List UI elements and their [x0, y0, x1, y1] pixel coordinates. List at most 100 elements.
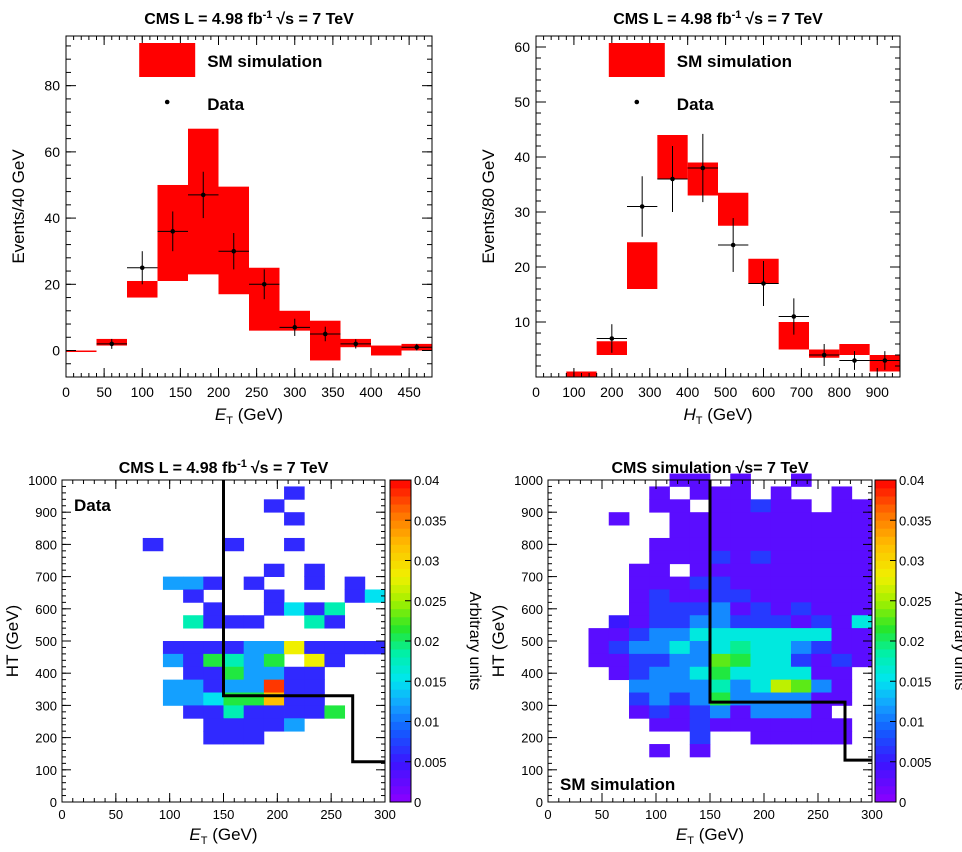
chart-title-superscript: -1: [237, 458, 247, 470]
heatmap-cell: [831, 615, 853, 629]
colorbar-segment: [390, 769, 411, 779]
heatmap-cell: [669, 576, 691, 590]
heatmap-cell: [183, 615, 204, 629]
x-tick-label: 150: [169, 384, 193, 400]
data-point: [340, 339, 371, 349]
heatmap-cell: [710, 550, 731, 565]
data-point: [778, 298, 809, 335]
heatmap-cell: [730, 486, 751, 500]
heatmap-cell: [750, 679, 772, 693]
heatmap-cell: [223, 653, 245, 668]
heatmap-cell: [203, 602, 224, 616]
colorbar-segment: [875, 777, 896, 787]
plot-area: [566, 133, 900, 377]
heatmap-cell: [750, 615, 772, 629]
heatmap-cell: [730, 537, 751, 552]
heatmap-cell: [304, 705, 325, 719]
y-tick-label: 100: [35, 763, 57, 778]
data-point: [687, 133, 718, 203]
colorbar-segment: [875, 769, 896, 779]
heatmap-cell: [284, 602, 305, 616]
x-axis-label-part: T: [687, 835, 694, 847]
heatmap-cell: [223, 731, 245, 745]
heatmap-cell: [669, 628, 691, 642]
heatmap-cell: [750, 499, 772, 513]
heatmap-cell: [203, 641, 224, 655]
heatmap-cell: [811, 641, 832, 655]
data-point: [218, 232, 249, 270]
heatmap-cell: [811, 563, 832, 577]
colorbar-segment: [875, 657, 896, 666]
colorbar-segment: [390, 673, 411, 682]
data-point: [157, 211, 188, 252]
heatmap-cell: [304, 666, 325, 681]
panel-annotation: Data: [74, 496, 111, 515]
heatmap-cell: [770, 576, 792, 590]
x-tick-label: 700: [790, 384, 814, 400]
heatmap-cell: [689, 641, 711, 655]
heatmap-cell: [243, 615, 265, 629]
heatmap-cell: [304, 563, 325, 577]
colorbar-segment: [875, 632, 896, 642]
y-tick-label: 300: [521, 698, 543, 713]
colorbar-segment: [390, 681, 411, 690]
heatmap-cell: [730, 576, 751, 590]
heatmap-cell: [689, 512, 711, 526]
heatmap-cell: [649, 589, 670, 603]
chart-title-main: CMS L = 4.98 fb: [613, 11, 732, 28]
heatmap-cell: [162, 641, 184, 655]
sm-simulation-bin: [627, 242, 658, 289]
colorbar-segment: [875, 641, 896, 650]
colorbar-segment: [875, 520, 896, 529]
heatmap-cell: [750, 512, 772, 526]
colorbar-segment: [875, 737, 896, 747]
heatmap-cell: [223, 666, 245, 681]
heatmap-cell: [710, 615, 731, 629]
heatmap-cell: [689, 718, 711, 732]
heatmap-cell: [669, 615, 691, 629]
heatmap-cell: [710, 641, 731, 655]
x-axis-label-part: T: [201, 835, 208, 847]
x-tick-label: 100: [645, 807, 667, 822]
heatmap-cell: [629, 692, 650, 706]
colorbar-segment: [390, 536, 411, 545]
heatmap-cell: [243, 666, 265, 681]
heatmap-cell: [203, 718, 224, 732]
sm-simulation-bin: [839, 344, 870, 355]
heatmap-cell: [304, 641, 325, 655]
chart-panel-met: 0 50 100 150 200 250 300 350 400 450 0 20 40 60 80 SM s…: [9, 9, 433, 427]
heatmap-cell: [304, 615, 325, 629]
heatmap-cell: [770, 602, 792, 616]
heatmap-cell: [689, 525, 711, 539]
colorbar-segment: [875, 785, 896, 795]
heatmap-cell: [770, 666, 792, 681]
colorbar-tick-label: 0.005: [899, 755, 932, 770]
colorbar-segment: [390, 721, 411, 730]
heatmap-cell: [791, 615, 812, 629]
heatmap-cell: [344, 576, 366, 590]
heatmap-cell: [669, 602, 691, 616]
chart-panel-sim2d: 0 50 100 150 200 250 300 0 100 200 300 400 500 600 700…: [489, 460, 962, 847]
data-point-marker: [170, 229, 176, 234]
data-point: [249, 269, 280, 300]
heatmap-cell: [669, 589, 691, 603]
colorbar-segment: [875, 761, 896, 771]
chart-title-energy: √s = 7 TeV: [745, 11, 823, 28]
heatmap-cell: [162, 679, 184, 693]
heatmap-cell: [263, 705, 285, 719]
colorbar-segment: [875, 568, 896, 577]
heatmap-cell: [629, 653, 650, 668]
colorbar-segment: [875, 689, 896, 698]
y-tick-label: 400: [521, 666, 543, 681]
legend-sm-label: SM simulation: [207, 52, 322, 71]
data-point-marker: [609, 336, 615, 341]
heatmap-cell: [851, 576, 873, 590]
heatmap-cell: [750, 653, 772, 668]
sm-simulation-bin: [127, 280, 158, 298]
heatmap-cell: [324, 653, 346, 668]
heatmap-cell: [364, 641, 386, 655]
heatmap-cell: [851, 550, 873, 565]
colorbar: 0 0.005 0.01 0.015 0.02 0.025 0.03 0.035 0.04: [874, 473, 932, 810]
heatmap-cell: [629, 563, 650, 577]
